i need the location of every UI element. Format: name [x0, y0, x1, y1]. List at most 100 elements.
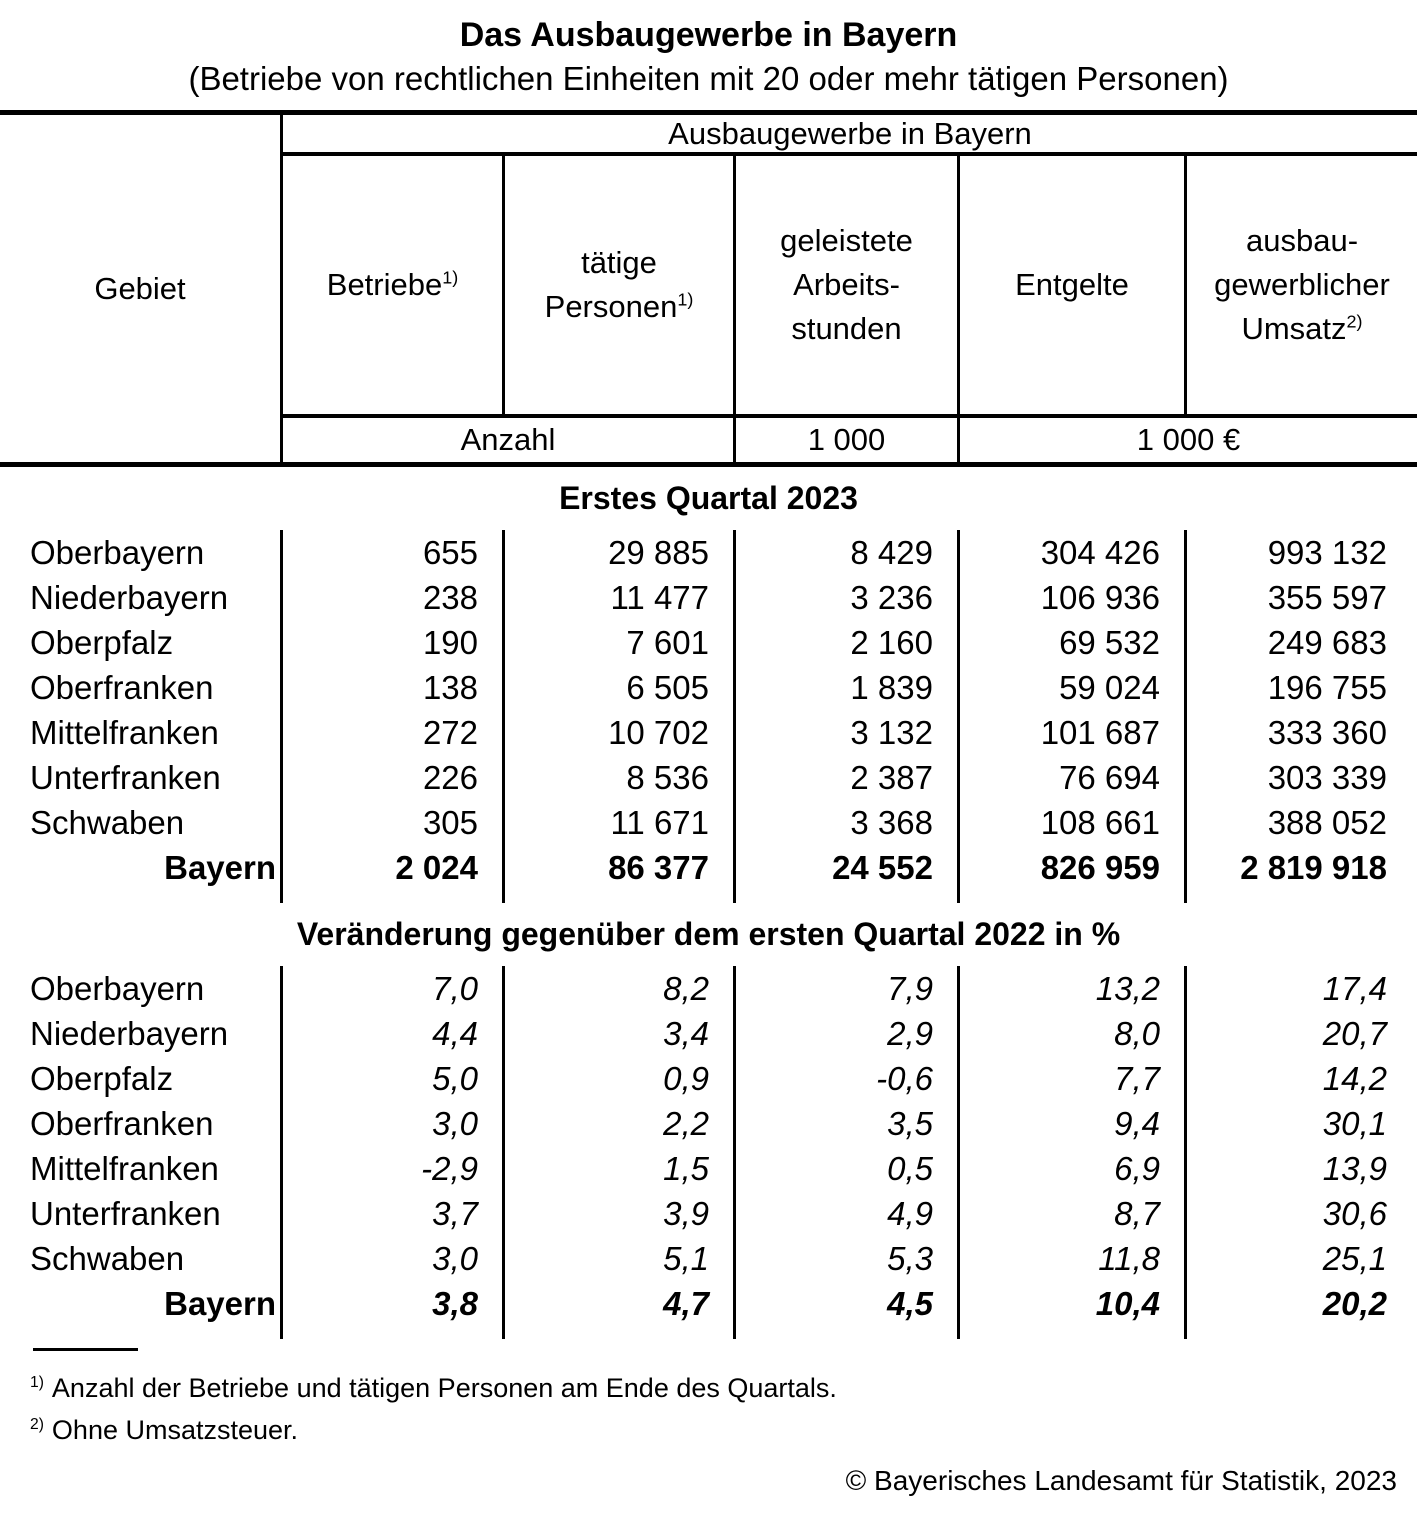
value-arbeitsstunden: 1 839	[733, 665, 957, 710]
value-arbeitsstunden: 24 552	[733, 845, 957, 890]
value-umsatz: 30,6	[1184, 1191, 1417, 1236]
value-taetige-personen: 3,9	[502, 1191, 733, 1236]
value-taetige-personen: 2,2	[502, 1101, 733, 1146]
region-label: Oberpfalz	[30, 1060, 174, 1097]
value-entgelte: 108 661	[957, 800, 1184, 845]
value-betriebe: 3,8	[280, 1281, 502, 1326]
value-betriebe: 7,0	[280, 966, 502, 1011]
value-entgelte: 7,7	[957, 1056, 1184, 1101]
value-arbeitsstunden: 3,5	[733, 1101, 957, 1146]
value-entgelte: 9,4	[957, 1101, 1184, 1146]
value-taetige-personen: 0,9	[502, 1056, 733, 1101]
footnotes: 1) Anzahl der Betriebe und tätigen Person…	[30, 1367, 1417, 1451]
value-arbeitsstunden: 0,5	[733, 1146, 957, 1191]
region-label: Bayern	[164, 849, 276, 886]
value-entgelte: 10,4	[957, 1281, 1184, 1326]
value-betriebe: 190	[280, 620, 502, 665]
value-umsatz: 20,2	[1184, 1281, 1417, 1326]
value-arbeitsstunden: 5,3	[733, 1236, 957, 1281]
value-arbeitsstunden: 4,5	[733, 1281, 957, 1326]
column-header-taetige-personen: tätige Personen1)	[502, 156, 733, 414]
section-change-vs-q1-2022: Veränderung gegenüber dem ersten Quartal…	[0, 903, 1417, 1339]
value-entgelte: 69 532	[957, 620, 1184, 665]
value-entgelte	[957, 890, 1184, 903]
value-arbeitsstunden: 4,9	[733, 1191, 957, 1236]
table-row: Oberfranken 3,0 2,2 3,5 9,4 30,1	[0, 1101, 1417, 1146]
region-label: Schwaben	[30, 804, 185, 841]
value-taetige-personen: 29 885	[502, 530, 733, 575]
value-entgelte	[957, 1326, 1184, 1339]
value-umsatz	[1184, 1326, 1417, 1339]
value-taetige-personen: 11 671	[502, 800, 733, 845]
region-label: Oberfranken	[30, 669, 214, 706]
footnote-2-marker: 2)	[30, 1416, 44, 1433]
value-entgelte: 6,9	[957, 1146, 1184, 1191]
table-header-right: Ausbaugewerbe in Bayern Betriebe1) tätig…	[280, 115, 1417, 462]
value-umsatz: 196 755	[1184, 665, 1417, 710]
value-umsatz: 20,7	[1184, 1011, 1417, 1056]
value-arbeitsstunden: 3 368	[733, 800, 957, 845]
value-umsatz: 993 132	[1184, 530, 1417, 575]
value-betriebe: -2,9	[280, 1146, 502, 1191]
section-q1-2023: Erstes Quartal 2023 Oberbayern 655 29 88…	[0, 467, 1417, 903]
value-taetige-personen: 5,1	[502, 1236, 733, 1281]
value-entgelte: 304 426	[957, 530, 1184, 575]
value-taetige-personen: 8,2	[502, 966, 733, 1011]
value-taetige-personen: 1,5	[502, 1146, 733, 1191]
region-label: Bayern	[164, 1285, 276, 1322]
value-taetige-personen	[502, 890, 733, 903]
header-line: Betriebe1)	[326, 267, 459, 302]
value-betriebe: 272	[280, 710, 502, 755]
header-line: ausbau-	[1245, 223, 1359, 258]
table-row: Schwaben 3,0 5,1 5,3 11,8 25,1	[0, 1236, 1417, 1281]
table-row: Oberbayern 7,0 8,2 7,9 13,2 17,4	[0, 966, 1417, 1011]
column-headers-row: Betriebe1) tätige Personen1) geleistete …	[283, 156, 1417, 414]
value-entgelte: 101 687	[957, 710, 1184, 755]
table-header: Gebiet Ausbaugewerbe in Bayern Betriebe1…	[0, 110, 1417, 467]
column-header-arbeitsstunden: geleistete Arbeits- stunden	[733, 156, 957, 414]
value-entgelte: 11,8	[957, 1236, 1184, 1281]
table-row: Oberbayern 655 29 885 8 429 304 426 993 …	[0, 530, 1417, 575]
region-label: Mittelfranken	[30, 1150, 219, 1187]
value-entgelte: 13,2	[957, 966, 1184, 1011]
section-rows-change: Oberbayern 7,0 8,2 7,9 13,2 17,4 Niederb…	[0, 966, 1417, 1339]
value-entgelte: 8,7	[957, 1191, 1184, 1236]
value-arbeitsstunden: 8 429	[733, 530, 957, 575]
table-row: Oberpfalz 5,0 0,9 -0,6 7,7 14,2	[0, 1056, 1417, 1101]
value-betriebe: 5,0	[280, 1056, 502, 1101]
table-row	[0, 890, 1417, 903]
value-umsatz: 13,9	[1184, 1146, 1417, 1191]
value-umsatz: 14,2	[1184, 1056, 1417, 1101]
value-betriebe	[280, 1326, 502, 1339]
page-subtitle: (Betriebe von rechtlichen Einheiten mit …	[188, 60, 1229, 97]
value-arbeitsstunden	[733, 1326, 957, 1339]
value-taetige-personen: 6 505	[502, 665, 733, 710]
value-umsatz: 249 683	[1184, 620, 1417, 665]
value-entgelte: 826 959	[957, 845, 1184, 890]
footnote-ref-2: 2)	[1346, 311, 1363, 332]
region-label: Unterfranken	[30, 1195, 221, 1232]
table-row: Unterfranken 3,7 3,9 4,9 8,7 30,6	[0, 1191, 1417, 1236]
footnote-divider	[33, 1348, 138, 1351]
value-betriebe: 655	[280, 530, 502, 575]
value-umsatz: 355 597	[1184, 575, 1417, 620]
table-row: Niederbayern 4,4 3,4 2,9 8,0 20,7	[0, 1011, 1417, 1056]
group-header: Ausbaugewerbe in Bayern	[283, 115, 1417, 156]
region-label: Mittelfranken	[30, 714, 219, 751]
footnote-2: 2) Ohne Umsatzsteuer.	[30, 1409, 1417, 1451]
value-arbeitsstunden: 7,9	[733, 966, 957, 1011]
column-header-betriebe: Betriebe1)	[283, 156, 502, 414]
value-taetige-personen: 4,7	[502, 1281, 733, 1326]
region-label: Niederbayern	[30, 579, 229, 616]
header-line: stunden	[791, 311, 902, 346]
header-line: gewerblicher	[1214, 267, 1390, 302]
value-taetige-personen: 8 536	[502, 755, 733, 800]
table-row: Bayern 2 024 86 377 24 552 826 959 2 819…	[0, 845, 1417, 890]
value-arbeitsstunden	[733, 890, 957, 903]
value-betriebe: 3,0	[280, 1101, 502, 1146]
region-label	[0, 1326, 280, 1339]
value-betriebe	[280, 890, 502, 903]
header-line: geleistete	[780, 223, 913, 258]
footnote-ref-1: 1)	[677, 289, 694, 310]
value-taetige-personen: 3,4	[502, 1011, 733, 1056]
